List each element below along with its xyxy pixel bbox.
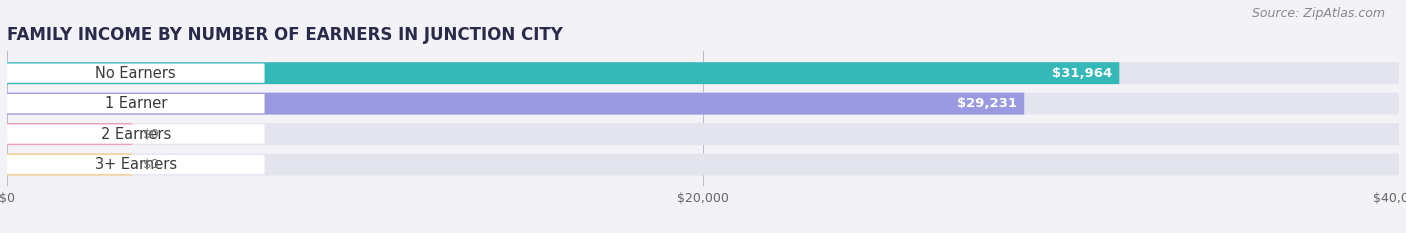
- Text: FAMILY INCOME BY NUMBER OF EARNERS IN JUNCTION CITY: FAMILY INCOME BY NUMBER OF EARNERS IN JU…: [7, 26, 562, 44]
- Text: $31,964: $31,964: [1052, 67, 1112, 80]
- Text: No Earners: No Earners: [96, 66, 176, 81]
- Text: 2 Earners: 2 Earners: [101, 127, 172, 142]
- FancyBboxPatch shape: [7, 123, 1399, 145]
- FancyBboxPatch shape: [7, 62, 1399, 84]
- Text: $0: $0: [143, 158, 160, 171]
- FancyBboxPatch shape: [7, 94, 264, 113]
- FancyBboxPatch shape: [7, 124, 264, 144]
- Text: 3+ Earners: 3+ Earners: [94, 157, 177, 172]
- Text: 1 Earner: 1 Earner: [104, 96, 167, 111]
- Text: $0: $0: [143, 127, 160, 140]
- Text: Source: ZipAtlas.com: Source: ZipAtlas.com: [1251, 7, 1385, 20]
- FancyBboxPatch shape: [7, 123, 132, 145]
- FancyBboxPatch shape: [7, 62, 1119, 84]
- FancyBboxPatch shape: [7, 154, 132, 175]
- FancyBboxPatch shape: [7, 93, 1024, 115]
- Text: $29,231: $29,231: [957, 97, 1018, 110]
- FancyBboxPatch shape: [7, 155, 264, 174]
- FancyBboxPatch shape: [7, 64, 264, 83]
- FancyBboxPatch shape: [7, 154, 1399, 175]
- FancyBboxPatch shape: [7, 93, 1399, 115]
